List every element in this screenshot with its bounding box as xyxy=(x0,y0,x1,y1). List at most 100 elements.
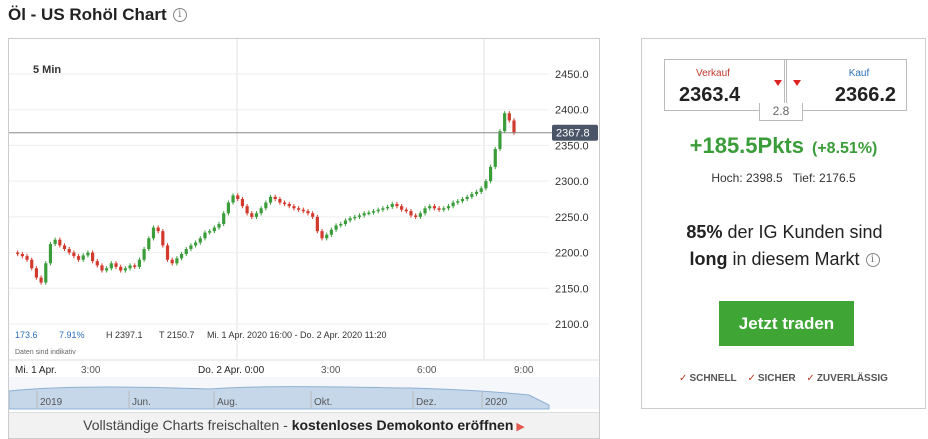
timeframe-label: 5 Min xyxy=(33,64,61,76)
y-tick-label: 2450.0 xyxy=(555,69,589,81)
unlock-charts-text: Vollständige Charts freischalten - xyxy=(83,417,292,433)
candle-body xyxy=(404,209,408,212)
candle-body xyxy=(100,265,104,271)
candle-body xyxy=(189,245,193,249)
info-icon[interactable]: i xyxy=(865,253,880,268)
candle-body xyxy=(58,239,62,246)
buy-label: Kauf xyxy=(848,68,870,79)
current-price-tag xyxy=(552,124,598,141)
candle-body xyxy=(282,202,287,205)
stat-low: T 2150.7 xyxy=(159,330,194,340)
candle-body xyxy=(212,227,216,232)
y-tick-label: 2400.0 xyxy=(555,105,589,117)
candle-body xyxy=(259,208,263,214)
arrow-right-icon: ▶ xyxy=(516,421,525,433)
y-tick-label: 2300.0 xyxy=(555,176,589,188)
y-tick-label: 2350.0 xyxy=(555,140,589,152)
candle-body xyxy=(254,213,259,217)
candle-body xyxy=(114,263,118,267)
candle-body xyxy=(451,202,455,207)
candle-body xyxy=(109,263,113,269)
candle-body xyxy=(437,208,441,210)
stat-range: Mi. 1 Apr. 2020 16:00 - Do. 2 Apr. 2020 … xyxy=(207,330,386,340)
candle-body xyxy=(226,202,230,214)
candle-body xyxy=(301,209,305,212)
candle-body xyxy=(334,225,338,230)
navigator-label: Jun. xyxy=(132,397,151,408)
candle-body xyxy=(512,120,516,133)
candle-body xyxy=(367,212,371,215)
candle-body xyxy=(456,201,460,203)
candle-body xyxy=(507,113,511,121)
candle-body xyxy=(175,258,179,264)
candle-body xyxy=(194,242,198,246)
y-tick-label: 2100.0 xyxy=(555,319,589,331)
candle-body xyxy=(30,259,34,269)
candle-body xyxy=(16,252,20,255)
candle-body xyxy=(376,209,380,212)
trade-panel: Verkauf 2363.4 Kauf 2366.2 2.8 +185.5Pkt… xyxy=(641,38,926,409)
candle-body xyxy=(465,196,469,199)
badge-secure: ✓ SICHER xyxy=(747,373,795,384)
candle-body xyxy=(48,244,53,264)
candle-body xyxy=(292,206,296,209)
unlock-charts-bar[interactable]: Vollständige Charts freischalten - koste… xyxy=(9,412,599,438)
candle-body xyxy=(44,263,48,283)
navigator-label: Okt. xyxy=(314,397,332,408)
chart-canvas[interactable]: 2450.0 2400.0 2350.0 2300.0 2250.0 2200.0 2150… xyxy=(9,39,600,414)
y-tick-label: 2250.0 xyxy=(555,212,589,224)
buy-price-box[interactable]: Kauf 2366.2 xyxy=(784,59,907,111)
demo-account-link[interactable]: kostenloses Demokonto eröffnen xyxy=(291,417,514,433)
time-label: Do. 2 Apr. 0:00 xyxy=(198,365,265,376)
candle-body xyxy=(203,232,207,239)
stat-high: H 2397.1 xyxy=(106,330,143,340)
candle-body xyxy=(217,224,221,228)
candle-body xyxy=(184,249,188,254)
current-price-label: 2367.8 xyxy=(556,128,590,140)
candle-body xyxy=(503,113,507,132)
candle-body xyxy=(357,215,362,217)
check-icon: ✓ xyxy=(747,373,756,384)
candle-body xyxy=(423,208,427,214)
candle-body xyxy=(268,196,273,203)
candle-body xyxy=(86,252,90,256)
candle-body xyxy=(151,227,156,239)
time-label: 3:00 xyxy=(81,365,101,376)
sentiment-percent: 85% xyxy=(686,222,723,242)
candle-body xyxy=(34,268,39,278)
arrow-down-icon xyxy=(793,80,801,86)
candle-body xyxy=(20,254,24,257)
candle-body xyxy=(67,249,71,253)
candle-body xyxy=(385,206,390,209)
trust-badges: ✓ SCHNELL ✓ SICHER ✓ ZUVERLÄSSIG xyxy=(642,373,925,384)
candle-body xyxy=(320,231,324,239)
sentiment-direction: long xyxy=(689,249,728,269)
candle-body xyxy=(325,234,329,239)
candle-body xyxy=(418,213,422,217)
price-chart[interactable]: 2450.0 2400.0 2350.0 2300.0 2250.0 2200.0 2150… xyxy=(8,38,600,439)
buy-price: 2366.2 xyxy=(834,84,896,106)
info-icon[interactable]: i xyxy=(172,8,187,22)
badge-reliable: ✓ ZUVERLÄSSIG xyxy=(806,373,888,384)
candle-body xyxy=(81,255,85,260)
change-percent: (+8.51%) xyxy=(812,140,878,157)
candle-body xyxy=(428,206,432,209)
check-icon: ✓ xyxy=(806,373,815,384)
candle-body xyxy=(474,191,479,194)
candle-body xyxy=(329,229,333,235)
sell-price-box[interactable]: Verkauf 2363.4 xyxy=(664,59,787,111)
time-label: 3:00 xyxy=(321,365,341,376)
navigator-label: Dez. xyxy=(416,397,437,408)
candle-body xyxy=(264,202,268,209)
candle-body xyxy=(236,195,240,199)
candle-body xyxy=(240,199,245,207)
candle-body xyxy=(498,131,502,149)
candle-body xyxy=(297,208,301,210)
candle-body xyxy=(306,211,310,214)
candle-body xyxy=(446,206,451,209)
candle-body xyxy=(287,204,291,207)
candle-body xyxy=(156,227,160,232)
trade-now-button[interactable]: Jetzt traden xyxy=(719,301,854,346)
candle-body xyxy=(470,194,474,197)
candle-body xyxy=(53,239,57,244)
